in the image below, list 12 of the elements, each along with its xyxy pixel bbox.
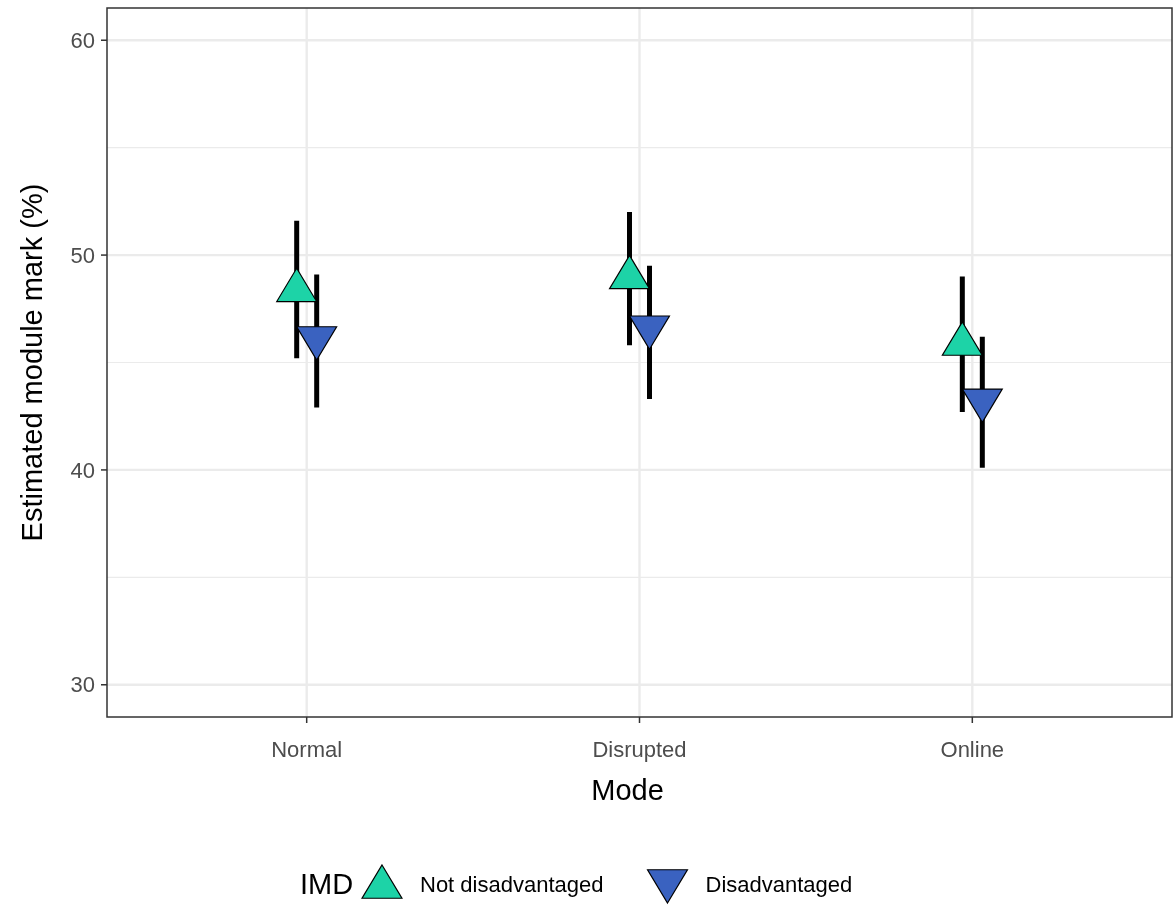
y-tick-label: 40 xyxy=(70,457,95,483)
x-tick-label: Disrupted xyxy=(592,737,687,762)
y-tick-label: 60 xyxy=(70,27,95,53)
x-tick-label: Online xyxy=(940,737,1005,762)
x-axis-title: Mode xyxy=(591,774,664,806)
legend-label: Disadvantaged xyxy=(705,871,853,897)
y-tick-label: 50 xyxy=(70,242,95,268)
legend-label: Not disadvantaged xyxy=(420,871,604,897)
legend-title: IMD xyxy=(300,868,354,901)
y-tick-label: 30 xyxy=(70,672,95,698)
x-tick-label: Normal xyxy=(271,737,343,762)
y-axis-title: Estimated module mark (%) xyxy=(16,183,48,542)
